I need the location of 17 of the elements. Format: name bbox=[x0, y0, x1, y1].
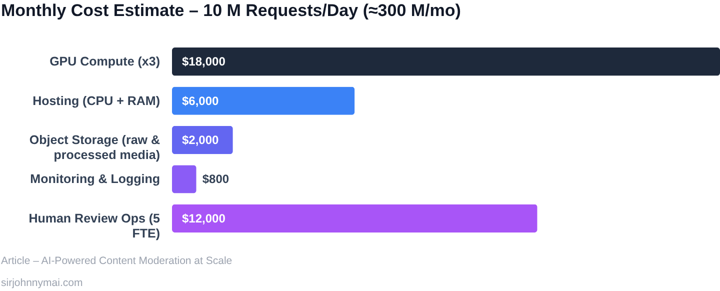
data-label: $6,000 bbox=[182, 94, 220, 108]
text: sirjohnnymai.com bbox=[1, 277, 83, 289]
y-tick-label: Monitoring & Logging bbox=[30, 172, 160, 186]
data-label: $800 bbox=[202, 172, 230, 186]
data-label: $18,000 bbox=[182, 54, 226, 69]
y-tick-label: Human Review Ops (5 FTE) bbox=[28, 211, 160, 240]
y-tick-label: Hosting (CPU + RAM) bbox=[32, 94, 160, 108]
bar bbox=[172, 47, 720, 76]
bar bbox=[172, 165, 196, 194]
y-tick-label: Object Storage (raw & processed media) bbox=[29, 133, 160, 162]
data-label: $2,000 bbox=[182, 133, 220, 147]
data-label: $12,000 bbox=[182, 211, 226, 226]
bar bbox=[172, 86, 355, 115]
chart-title: Monthly Cost Estimate – 10 M Requests/Day (≈300 M/mo) bbox=[1, 1, 461, 20]
y-tick-label: GPU Compute (x3) bbox=[50, 54, 160, 69]
bar bbox=[172, 204, 538, 233]
text: Article – AI-Powered Content Moderation at Scale bbox=[1, 255, 232, 267]
